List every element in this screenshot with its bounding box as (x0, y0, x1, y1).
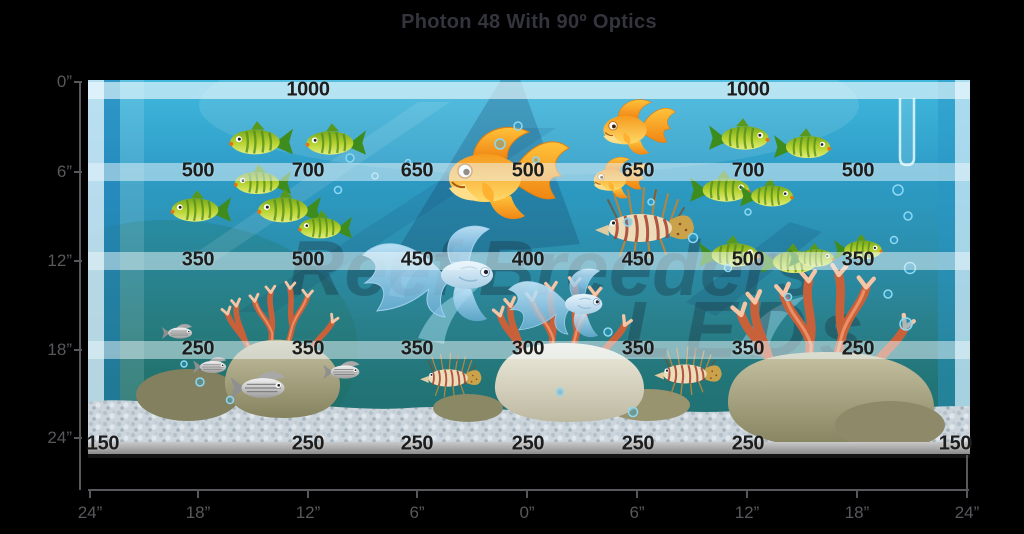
par-value: 350 (181, 248, 215, 271)
width-axis-tick (746, 489, 748, 498)
par-value: 1000 (286, 78, 330, 101)
par-value: 1000 (726, 78, 770, 101)
par-value: 400 (511, 248, 545, 271)
depth-axis-tick (74, 81, 82, 83)
par-value: 250 (841, 337, 875, 360)
width-axis-tick (197, 489, 199, 498)
rock (433, 394, 503, 422)
par-value: 450 (621, 248, 655, 271)
par-value: 700 (291, 159, 325, 182)
width-axis-tick-label: 6” (629, 503, 645, 522)
par-value: 500 (291, 248, 325, 271)
glass-pipe (898, 98, 916, 167)
width-axis-tick-label: 0” (519, 503, 535, 522)
width-axis-tick-label: 12” (734, 503, 760, 522)
par-value: 350 (291, 337, 325, 360)
width-axis-tick-label: 18” (185, 503, 211, 522)
par-value: 250 (731, 432, 765, 455)
par-value: 150 (86, 432, 120, 455)
par-value: 300 (511, 337, 545, 360)
width-axis-tick-label: 6” (409, 503, 425, 522)
width-axis-tick (856, 489, 858, 498)
par-value: 450 (400, 248, 434, 271)
par-value: 250 (621, 432, 655, 455)
par-value: 350 (731, 337, 765, 360)
par-value: 350 (841, 248, 875, 271)
width-axis-tick (526, 489, 528, 498)
par-bands (88, 82, 970, 359)
depth-axis-tick (74, 349, 82, 351)
width-axis-tick (89, 489, 91, 498)
par-value: 500 (731, 248, 765, 271)
par-value: 350 (400, 337, 434, 360)
par-value: 250 (291, 432, 325, 455)
par-value: 250 (181, 337, 215, 360)
par-value: 500 (511, 159, 545, 182)
par-value: 150 (938, 432, 972, 455)
depth-axis-tick (74, 260, 82, 262)
chart-title: Photon 48 With 90º Optics (401, 11, 657, 33)
depth-axis-tick-label: 6” (56, 162, 72, 181)
width-axis-tick (307, 489, 309, 498)
width-axis-tick (966, 489, 968, 498)
tank-base (88, 442, 970, 458)
width-axis-tick-label: 24” (954, 503, 980, 522)
aquarium-illustration: Reef Breeders LEDs (88, 80, 970, 458)
width-axis-tick (636, 489, 638, 498)
rock (835, 401, 945, 449)
par-value: 500 (181, 159, 215, 182)
par-value: 500 (841, 159, 875, 182)
rock (494, 342, 645, 422)
par-value: 250 (400, 432, 434, 455)
par-value: 650 (621, 159, 655, 182)
par-value: 350 (621, 337, 655, 360)
depth-axis-tick-label: 18” (47, 340, 72, 359)
width-axis-tick-label: 18” (844, 503, 870, 522)
width-axis-tick-label: 24” (77, 503, 103, 522)
depth-axis-tick-label: 0” (56, 72, 72, 91)
rock (224, 339, 340, 418)
depth-axis-tick-label: 24” (47, 428, 72, 447)
par-value: 650 (400, 159, 434, 182)
depth-axis-tick-label: 12” (47, 251, 72, 270)
depth-axis-tick (74, 437, 82, 439)
par-value: 250 (511, 432, 545, 455)
width-axis-tick (416, 489, 418, 498)
width-axis-tick-label: 12” (295, 503, 321, 522)
par-value: 700 (731, 159, 765, 182)
depth-axis-tick (74, 171, 82, 173)
rock (136, 369, 240, 421)
